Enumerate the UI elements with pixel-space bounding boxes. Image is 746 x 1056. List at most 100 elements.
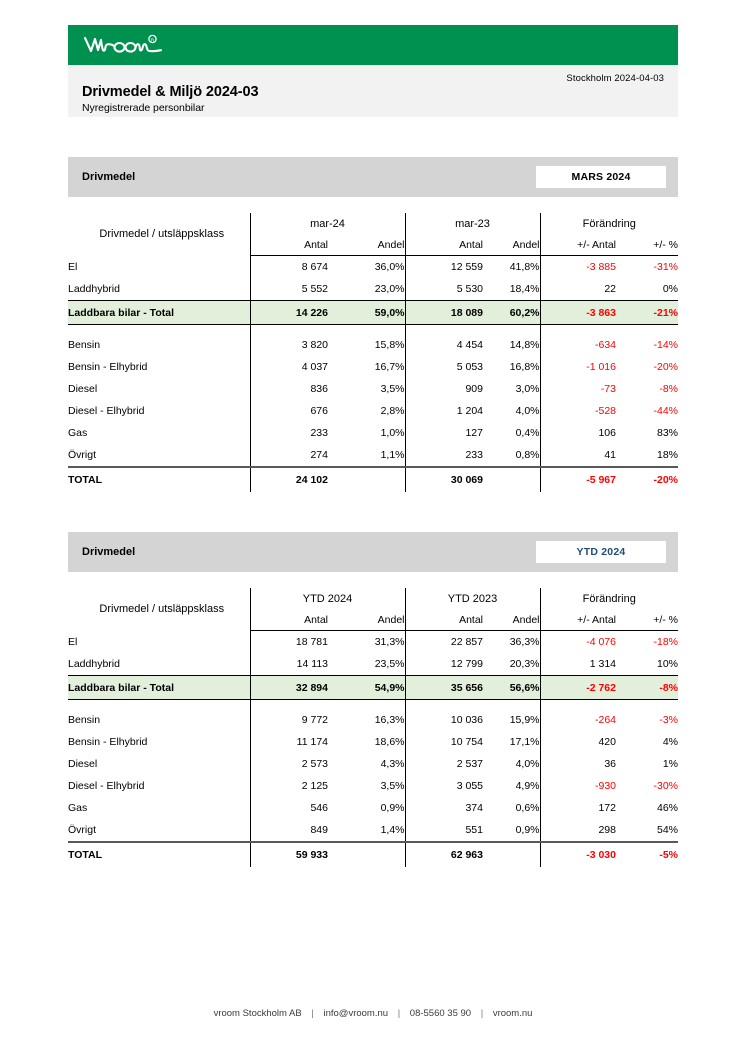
cell-fuel-label: Övrigt [68,824,97,836]
table-row: Laddhybrid 5 552 23,0% 5 530 18,4% 22 0% [68,278,678,301]
column-header-diff-antal: +/- Antal [539,234,616,256]
cell-current-andel: 1,0% [380,427,405,439]
column-header-diff-pct: +/- % [616,234,679,256]
cell-current-andel: 4,3% [380,758,405,770]
cell-change-pct: -31% [653,261,679,273]
table-header-groups: Drivmedel / utsläppsklass YTD 2024 YTD 2… [68,588,679,615]
table-row: Diesel 2 573 4,3% 2 537 4,0% 36 1% [68,753,678,775]
cell-current-andel: 2,8% [380,405,405,417]
column-header-andel: Andel [483,609,540,631]
cell-current-antal: 32 894 [249,675,328,700]
section-band-mars: Drivmedel MARS 2024 [68,157,678,197]
cell-change-antal: -3 863 [539,300,616,325]
cell-previous-antal: 4 454 [404,334,483,356]
cell-previous-antal: 551 [404,819,483,842]
cell-fuel-label: TOTAL [68,466,250,492]
cell-previous-andel: 0,6% [515,802,540,814]
cell-previous-andel: 4,9% [515,780,540,792]
table-row: Diesel 836 3,5% 909 3,0% -73 -8% [68,378,678,400]
document-title-band: Stockholm 2024-04-03 Drivmedel & Miljö 2… [68,65,678,117]
cell-change-pct: -14% [653,339,679,351]
cell-previous-andel: 15,9% [509,714,540,726]
cell-current-andel: 16,7% [374,361,405,373]
cell-change-pct: -21% [616,300,679,325]
cell-previous-antal: 10 754 [404,731,483,753]
cell-current-andel: 1,4% [380,824,405,836]
footer-email[interactable]: info@vroom.nu [323,1008,389,1019]
cell-current-antal: 2 573 [249,753,328,775]
cell-change-antal: -4 076 [539,630,616,653]
cell-current-antal: 8 674 [249,255,328,278]
table-row-total: TOTAL 24 102 30 069 -5 967 -20% [68,466,679,492]
cell-change-pct: 83% [657,427,679,439]
cell-change-pct: -20% [616,466,679,492]
cell-change-pct: 46% [657,802,679,814]
cell-fuel-label: Bensin - Elhybrid [68,361,148,373]
cell-current-antal: 4 037 [249,356,328,378]
cell-previous-andel: 3,0% [515,383,540,395]
cell-change-antal: -73 [539,378,616,400]
cell-current-andel: 0,9% [380,802,405,814]
table-row: El 8 674 36,0% 12 559 41,8% -3 885 -31% [68,255,679,278]
cell-fuel-label: Diesel - Elhybrid [68,405,145,417]
cell-current-antal: 24 102 [249,466,328,492]
page-title: Drivmedel & Miljö 2024-03 [82,84,259,100]
table-row: Gas 233 1,0% 127 0,4% 106 83% [68,422,678,444]
cell-change-antal: 36 [539,753,616,775]
cell-change-antal: -634 [539,334,616,356]
cell-change-antal: -1 016 [539,356,616,378]
cell-current-antal: 18 781 [249,630,328,653]
cell-fuel-label: Gas [68,427,88,439]
cell-previous-antal: 10 036 [404,709,483,731]
cell-fuel-label: TOTAL [68,841,250,867]
table-row: Diesel - Elhybrid 2 125 3,5% 3 055 4,9% -930 -… [68,775,678,797]
column-group-previous: YTD 2023 [404,588,540,609]
cell-previous-andel [483,841,540,867]
cell-fuel-label: Gas [68,802,88,814]
table-spacer-row [68,324,678,334]
cell-change-pct: -30% [653,780,679,792]
cell-fuel-label: El [68,260,78,273]
cell-change-pct: -5% [616,841,679,867]
cell-change-antal: -5 967 [539,466,616,492]
table-row: Bensin 9 772 16,3% 10 036 15,9% -264 -3% [68,709,678,731]
cell-change-antal: -2 762 [539,675,616,700]
table-row: Laddhybrid 14 113 23,5% 12 799 20,3% 1 314 10% [68,653,678,676]
cell-change-pct: 54% [657,824,679,836]
cell-fuel-label: El [68,635,78,648]
cell-previous-andel: 60,2% [483,300,540,325]
cell-previous-andel: 56,6% [483,675,540,700]
cell-change-antal: -528 [539,400,616,422]
cell-current-antal: 3 820 [249,334,328,356]
cell-fuel-label: Laddhybrid [68,283,120,295]
status-badge-period: MARS 2024 [536,166,666,188]
footer-website[interactable]: vroom.nu [492,1008,533,1019]
cell-change-antal: 106 [539,422,616,444]
footer-separator: | [397,1008,401,1019]
cell-current-andel: 3,5% [380,383,405,395]
table-row: El 18 781 31,3% 22 857 36,3% -4 076 -18% [68,630,678,653]
cell-current-antal: 233 [249,422,328,444]
cell-fuel-label: Bensin [68,339,101,351]
cell-previous-antal: 30 069 [404,466,483,492]
cell-current-antal: 2 125 [249,775,328,797]
column-header-category: Drivmedel / utsläppsklass [99,603,225,616]
fuel-table-mars-body: El 8 674 36,0% 12 559 41,8% -3 885 -31% Laddhyb… [68,255,679,492]
cell-previous-andel: 20,3% [509,658,540,670]
cell-previous-andel: 4,0% [515,405,540,417]
column-group-change: Förändring [539,588,679,609]
table-row: Diesel - Elhybrid 676 2,8% 1 204 4,0% -528 -44… [68,400,678,422]
cell-change-pct: -8% [659,383,679,395]
cell-previous-andel: 0,9% [515,824,540,836]
cell-fuel-label: Bensin - Elhybrid [68,736,148,748]
cell-current-andel: 16,3% [374,714,405,726]
cell-fuel-label: Bensin [68,714,101,726]
table-row-subtotal: Laddbara bilar - Total 32 894 54,9% 35 656 5… [68,675,679,700]
cell-previous-antal: 3 055 [404,775,483,797]
column-header-diff-pct: +/- % [616,609,679,631]
cell-previous-antal: 1 204 [404,400,483,422]
column-header-antal: Antal [404,234,483,256]
cell-change-antal: 22 [539,278,616,301]
footer-separator: | [480,1008,484,1019]
